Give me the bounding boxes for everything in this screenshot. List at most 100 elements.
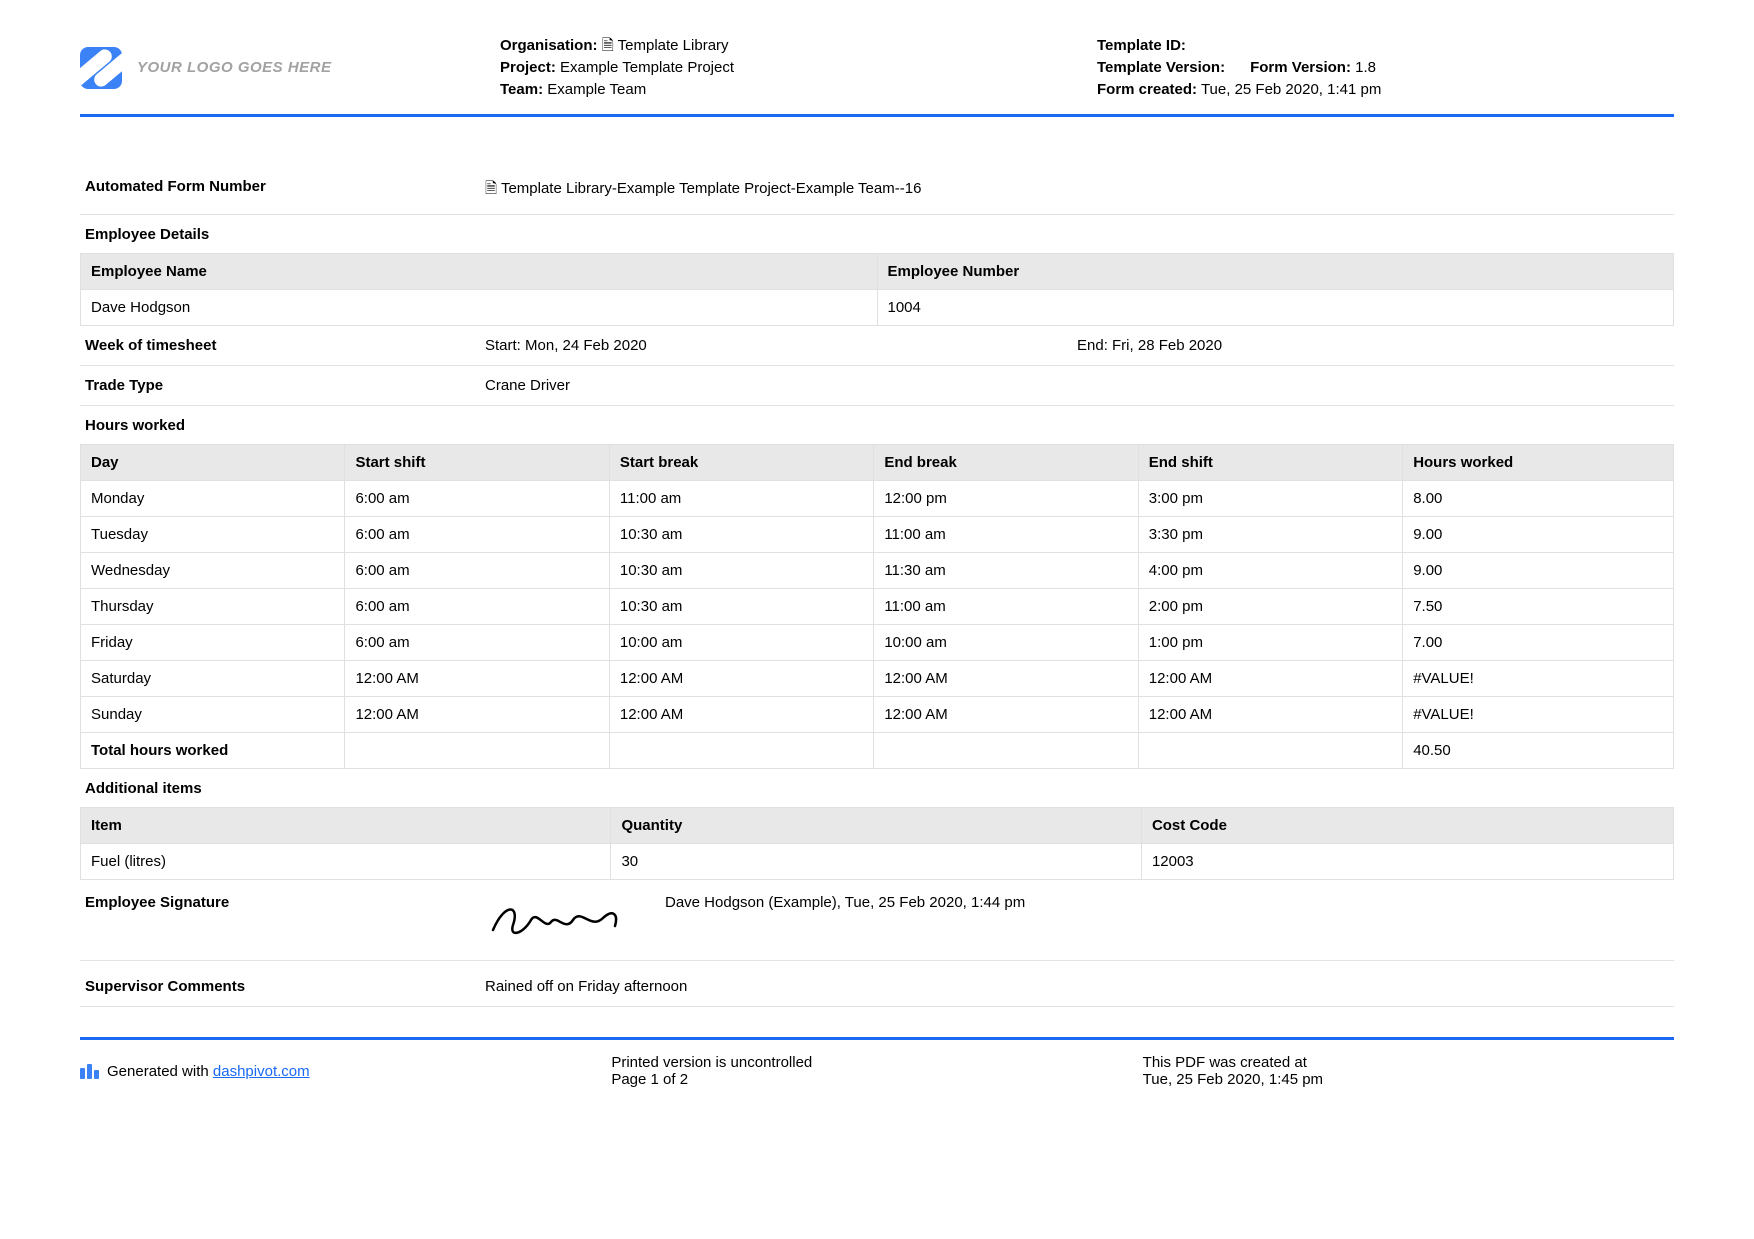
hours-col-5: Hours worked [1403, 445, 1674, 481]
additional-cell: Fuel (litres) [81, 844, 611, 880]
week-end: End: Fri, 28 Feb 2020 [1077, 337, 1669, 354]
add-col-1: Quantity [611, 808, 1141, 844]
org-value: 🗎 Template Library [602, 37, 729, 54]
footer: Generated with dashpivot.com Printed ver… [80, 1040, 1674, 1088]
signature-row: Employee Signature Dave Hodgson (Example… [80, 880, 1674, 961]
hours-cell: Thursday [81, 589, 345, 625]
hours-col-2: Start break [609, 445, 873, 481]
hours-cell: 12:00 AM [1138, 661, 1402, 697]
hours-cell: 10:30 am [609, 517, 873, 553]
additional-cell: 30 [611, 844, 1141, 880]
hours-cell: Saturday [81, 661, 345, 697]
supervisor-row: Supervisor Comments Rained off on Friday… [80, 967, 1674, 1007]
emp-name-value: Dave Hodgson [81, 290, 878, 326]
hours-cell: #VALUE! [1403, 661, 1674, 697]
table-row: Wednesday6:00 am10:30 am11:30 am4:00 pm9… [81, 553, 1674, 589]
hours-cell: 8.00 [1403, 481, 1674, 517]
project-label: Project: [500, 59, 556, 76]
hours-cell: 1:00 pm [1138, 625, 1402, 661]
emp-number-value: 1004 [877, 290, 1674, 326]
form-created-label: Form created: [1097, 81, 1197, 98]
table-row: Monday6:00 am11:00 am12:00 pm3:00 pm8.00 [81, 481, 1674, 517]
signature-label: Employee Signature [85, 894, 485, 911]
footer-right-1: This PDF was created at [1143, 1054, 1674, 1071]
employee-table: Employee Name Employee Number Dave Hodgs… [80, 253, 1674, 326]
hours-cell: 6:00 am [345, 517, 609, 553]
project-value: Example Template Project [560, 59, 734, 76]
hours-cell: Monday [81, 481, 345, 517]
form-created-value: Tue, 25 Feb 2020, 1:41 pm [1201, 81, 1381, 98]
week-row: Week of timesheet Start: Mon, 24 Feb 202… [80, 326, 1674, 366]
table-row: Saturday12:00 AM12:00 AM12:00 AM12:00 AM… [81, 661, 1674, 697]
hours-cell: 7.00 [1403, 625, 1674, 661]
footer-gen-prefix: Generated with [107, 1063, 213, 1080]
hours-cell: Wednesday [81, 553, 345, 589]
footer-right-2: Tue, 25 Feb 2020, 1:45 pm [1143, 1071, 1674, 1088]
hours-cell: 12:00 AM [1138, 697, 1402, 733]
hours-cell: 11:00 am [874, 517, 1138, 553]
org-label: Organisation: [500, 37, 598, 54]
form-version-value: 1.8 [1355, 59, 1376, 76]
table-row: Tuesday6:00 am10:30 am11:00 am3:30 pm9.0… [81, 517, 1674, 553]
form-number-row: Automated Form Number 🗎 Template Library… [80, 167, 1674, 215]
form-version-label: Form Version: [1250, 59, 1351, 76]
hours-heading: Hours worked [80, 406, 1674, 444]
hours-col-1: Start shift [345, 445, 609, 481]
trade-label: Trade Type [85, 377, 485, 394]
week-start: Start: Mon, 24 Feb 2020 [485, 337, 1077, 354]
document-header: YOUR LOGO GOES HERE Organisation: 🗎 Temp… [80, 35, 1674, 117]
hours-cell: 12:00 AM [874, 697, 1138, 733]
hours-cell: 12:00 AM [874, 661, 1138, 697]
hours-cell: Friday [81, 625, 345, 661]
hours-cell: 10:30 am [609, 553, 873, 589]
trade-row: Trade Type Crane Driver [80, 366, 1674, 406]
hours-cell: 12:00 pm [874, 481, 1138, 517]
signature-meta: Dave Hodgson (Example), Tue, 25 Feb 2020… [665, 894, 1669, 911]
table-row: Sunday12:00 AM12:00 AM12:00 AM12:00 AM#V… [81, 697, 1674, 733]
hours-cell: 3:30 pm [1138, 517, 1402, 553]
week-label: Week of timesheet [85, 337, 485, 354]
hours-cell: 12:00 AM [609, 697, 873, 733]
additional-cell: 12003 [1141, 844, 1673, 880]
employee-details-heading: Employee Details [80, 215, 1674, 253]
hours-cell: 10:00 am [874, 625, 1138, 661]
logo-placeholder-text: YOUR LOGO GOES HERE [137, 59, 332, 76]
meta-right: Template ID: Template Version: Form Vers… [1097, 35, 1674, 100]
emp-col-number: Employee Number [877, 254, 1674, 290]
meta-left: Organisation: 🗎 Template Library Project… [500, 35, 1077, 100]
hours-cell: 4:00 pm [1138, 553, 1402, 589]
hours-cell: #VALUE! [1403, 697, 1674, 733]
form-number-label: Automated Form Number [85, 178, 485, 203]
emp-col-name: Employee Name [81, 254, 878, 290]
hours-table: Day Start shift Start break End break En… [80, 444, 1674, 769]
hours-cell: 11:30 am [874, 553, 1138, 589]
form-number-value: 🗎 Template Library-Example Template Proj… [485, 178, 1669, 203]
hours-cell: 10:30 am [609, 589, 873, 625]
hours-cell: Tuesday [81, 517, 345, 553]
supervisor-value: Rained off on Friday afternoon [485, 978, 1669, 995]
hours-cell: 2:00 pm [1138, 589, 1402, 625]
footer-center-2: Page 1 of 2 [611, 1071, 1142, 1088]
add-col-2: Cost Code [1141, 808, 1673, 844]
hours-cell: Sunday [81, 697, 345, 733]
hours-total-value: 40.50 [1403, 733, 1674, 769]
footer-center-1: Printed version is uncontrolled [611, 1054, 1142, 1071]
hours-cell: 12:00 AM [609, 661, 873, 697]
hours-total-label: Total hours worked [81, 733, 345, 769]
hours-cell: 3:00 pm [1138, 481, 1402, 517]
hours-cell: 11:00 am [874, 589, 1138, 625]
hours-cell: 10:00 am [609, 625, 873, 661]
hours-col-3: End break [874, 445, 1138, 481]
table-row: Thursday6:00 am10:30 am11:00 am2:00 pm7.… [81, 589, 1674, 625]
template-id-label: Template ID: [1097, 37, 1186, 54]
logo-icon [80, 47, 122, 89]
logo-block: YOUR LOGO GOES HERE [80, 35, 480, 100]
template-version-label: Template Version: [1097, 59, 1225, 76]
hours-col-4: End shift [1138, 445, 1402, 481]
supervisor-label: Supervisor Comments [85, 978, 485, 995]
hours-cell: 7.50 [1403, 589, 1674, 625]
hours-cell: 11:00 am [609, 481, 873, 517]
hours-cell: 6:00 am [345, 553, 609, 589]
hours-cell: 6:00 am [345, 625, 609, 661]
footer-link[interactable]: dashpivot.com [213, 1063, 310, 1080]
